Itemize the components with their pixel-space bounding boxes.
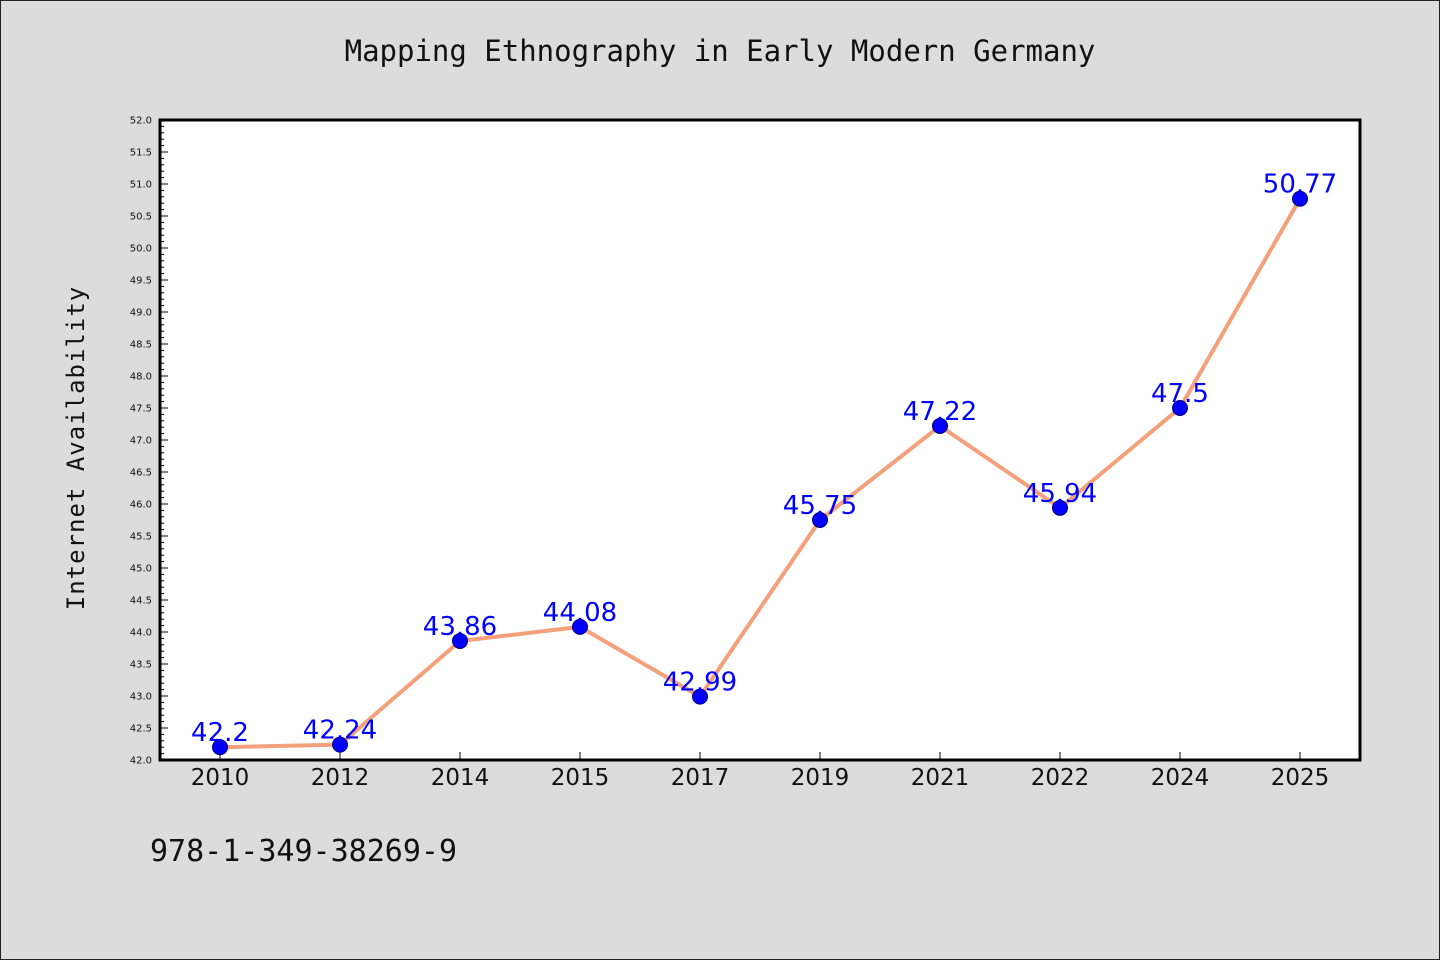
y-tick-label: 43.5 <box>130 660 152 671</box>
data-label: 47.5 <box>1151 379 1209 409</box>
y-tick-label: 48.0 <box>130 372 152 383</box>
x-tick-label: 2024 <box>1151 765 1210 791</box>
y-tick-label: 44.0 <box>130 628 152 639</box>
y-tick-label: 50.5 <box>130 212 152 223</box>
y-tick-label: 51.0 <box>130 180 152 191</box>
plot-area <box>160 120 1360 760</box>
isbn-code: 978-1-349-38269-9 <box>150 834 458 869</box>
y-tick-label: 48.5 <box>130 340 152 351</box>
data-point <box>932 417 948 434</box>
data-label: 45.94 <box>1023 479 1097 509</box>
data-labels: 42.2 42.24 43.86 44.08 42.99 45.75 47.22 45.94 4… <box>191 170 1337 748</box>
x-tick-label: 2015 <box>551 765 610 791</box>
data-point <box>692 688 708 705</box>
y-tick-label: 49.0 <box>130 308 152 319</box>
x-axis: 2010 2012 2014 2015 2017 2019 2021 2022 2024 2025 <box>191 752 1330 791</box>
data-label: 42.2 <box>191 718 249 748</box>
y-tick-label: 46.5 <box>130 468 152 479</box>
y-tick-label: 42.0 <box>130 756 152 767</box>
data-label: 45.75 <box>783 491 857 521</box>
y-tick-label: 47.0 <box>130 436 152 447</box>
data-point <box>1292 190 1308 207</box>
data-label: 42.24 <box>303 716 377 746</box>
y-tick-label: 44.5 <box>130 596 152 607</box>
data-point <box>452 632 468 649</box>
y-tick-label: 42.5 <box>130 724 152 735</box>
x-tick-label: 2010 <box>191 765 250 791</box>
y-tick-label: 43.0 <box>130 692 152 703</box>
data-point <box>1052 499 1068 516</box>
x-tick-label: 2012 <box>311 765 370 791</box>
data-label: 47.22 <box>903 397 977 427</box>
data-point <box>572 618 588 635</box>
data-point <box>332 736 348 753</box>
x-tick-label: 2025 <box>1271 765 1330 791</box>
x-tick-label: 2017 <box>671 765 730 791</box>
y-tick-label: 51.5 <box>130 148 152 159</box>
x-tick-label: 2021 <box>911 765 970 791</box>
y-tick-label: 50.0 <box>130 244 152 255</box>
data-label: 42.99 <box>663 668 737 698</box>
data-label: 43.86 <box>423 612 497 642</box>
y-tick-label: 49.5 <box>130 276 152 287</box>
y-axis: 42.0 42.5 43.0 43.5 44.0 44.5 45.0 45.5 46.0 46.5… <box>130 116 168 767</box>
y-tick-label: 45.5 <box>130 532 152 543</box>
x-tick-label: 2014 <box>431 765 490 791</box>
data-point <box>212 739 228 756</box>
data-point <box>1172 400 1188 416</box>
y-tick-label: 52.0 <box>130 116 152 127</box>
x-tick-label: 2019 <box>791 765 850 791</box>
x-tick-label: 2022 <box>1031 765 1090 791</box>
data-label: 50.77 <box>1263 170 1337 200</box>
data-point <box>812 512 828 528</box>
chart-title: Mapping Ethnography in Early Modern Germ… <box>344 34 1096 68</box>
y-tick-label: 45.0 <box>130 564 152 575</box>
y-tick-label: 47.5 <box>130 404 152 415</box>
y-tick-label: 46.0 <box>130 500 152 511</box>
plot-border <box>158 118 1362 762</box>
data-label: 44.08 <box>543 598 617 628</box>
series-line <box>219 197 1302 750</box>
data-points <box>212 190 1308 756</box>
